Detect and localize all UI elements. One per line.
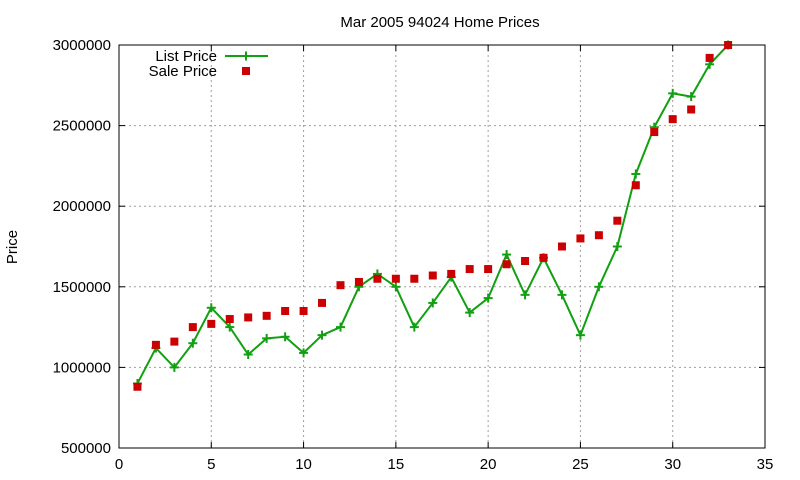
x-tick-label: 30 (664, 456, 681, 473)
list-price-point (243, 350, 253, 360)
legend-swatch-sale-price (242, 67, 250, 75)
sale-price-point (668, 115, 677, 124)
list-price-point (169, 362, 179, 372)
series-layer (132, 40, 733, 391)
x-tick-label: 15 (388, 456, 405, 473)
sale-price-point (207, 319, 216, 328)
sale-price-point (354, 277, 363, 286)
y-tick-label: 3000000 (53, 37, 111, 54)
list-price-point (262, 333, 272, 343)
list-price-point (391, 282, 401, 292)
sale-price-point (410, 274, 419, 283)
x-tick-label: 25 (572, 456, 589, 473)
list-price-point (575, 330, 585, 340)
sale-price-point (151, 340, 160, 349)
legend-label-list-price: List Price (155, 48, 217, 65)
y-tick-label: 2500000 (53, 118, 111, 135)
legend: List Price Sale Price (149, 48, 268, 80)
sale-price-point (170, 337, 179, 346)
sale-price-point (465, 265, 474, 274)
list-price-point (557, 290, 567, 300)
sale-price-point (391, 274, 400, 283)
list-price-point (206, 303, 216, 313)
sale-price-point (594, 231, 603, 240)
legend-marker-list-price (241, 51, 251, 61)
y-tick-label: 500000 (61, 440, 111, 457)
plot-frame (118, 44, 766, 449)
sale-price-point (447, 269, 456, 278)
x-tick-label: 0 (115, 456, 123, 473)
x-tick-label: 10 (295, 456, 312, 473)
sale-price-point (336, 281, 345, 290)
x-tick-label: 35 (757, 456, 774, 473)
list-price-point (520, 290, 530, 300)
sale-price-point (262, 311, 271, 320)
sale-price-point (244, 313, 253, 322)
ticks-layer: 0 5 10 15 20 25 30 35 500000 1000000 1500000 200000… (53, 37, 774, 473)
sale-price-point (281, 306, 290, 315)
list-price-point (631, 169, 641, 179)
list-price-point (594, 282, 604, 292)
x-tick-label: 20 (480, 456, 497, 473)
grid-layer (119, 45, 765, 448)
sale-price-point (521, 257, 530, 266)
list-price-point (465, 308, 475, 318)
sale-price-point (299, 306, 308, 315)
chart-title: Mar 2005 94024 Home Prices (340, 14, 539, 31)
list-price-point (225, 322, 235, 332)
sale-price-point (705, 53, 714, 62)
sale-price-point (502, 260, 511, 269)
sale-price-point (613, 216, 622, 225)
sale-price-point (225, 315, 234, 324)
legend-swatches (225, 51, 268, 75)
x-tick-label: 5 (207, 456, 215, 473)
sale-price-point (428, 271, 437, 280)
list-price-line (136, 44, 729, 384)
sale-price-point (373, 274, 382, 283)
list-price-point (483, 293, 493, 303)
sale-price-point (484, 265, 493, 274)
list-price-point (317, 330, 327, 340)
list-price-point (686, 92, 696, 102)
list-price-point (409, 322, 419, 332)
sale-price-point (318, 298, 327, 307)
y-axis-label: Price (4, 230, 21, 264)
sale-price-point (133, 382, 142, 391)
y-tick-label: 2000000 (53, 198, 111, 215)
sale-price-point (188, 323, 197, 332)
sale-price-point (650, 128, 659, 137)
legend-label-sale-price: Sale Price (149, 63, 217, 80)
sale-price-point (576, 234, 585, 243)
sale-price-point (687, 105, 696, 114)
list-price-point (612, 242, 622, 251)
list-price-point (188, 338, 198, 348)
y-tick-label: 1000000 (53, 359, 111, 376)
y-tick-label: 1500000 (53, 279, 111, 296)
sale-price-point (557, 242, 566, 251)
list-price-point (502, 250, 512, 260)
list-price-point (299, 348, 309, 358)
sale-price-point (724, 41, 733, 49)
sale-price-point (631, 181, 640, 190)
list-price-point (668, 88, 678, 98)
list-price-point (428, 298, 438, 308)
list-price-point (280, 332, 290, 342)
sale-price-point (539, 253, 548, 262)
list-price-point (335, 322, 345, 332)
